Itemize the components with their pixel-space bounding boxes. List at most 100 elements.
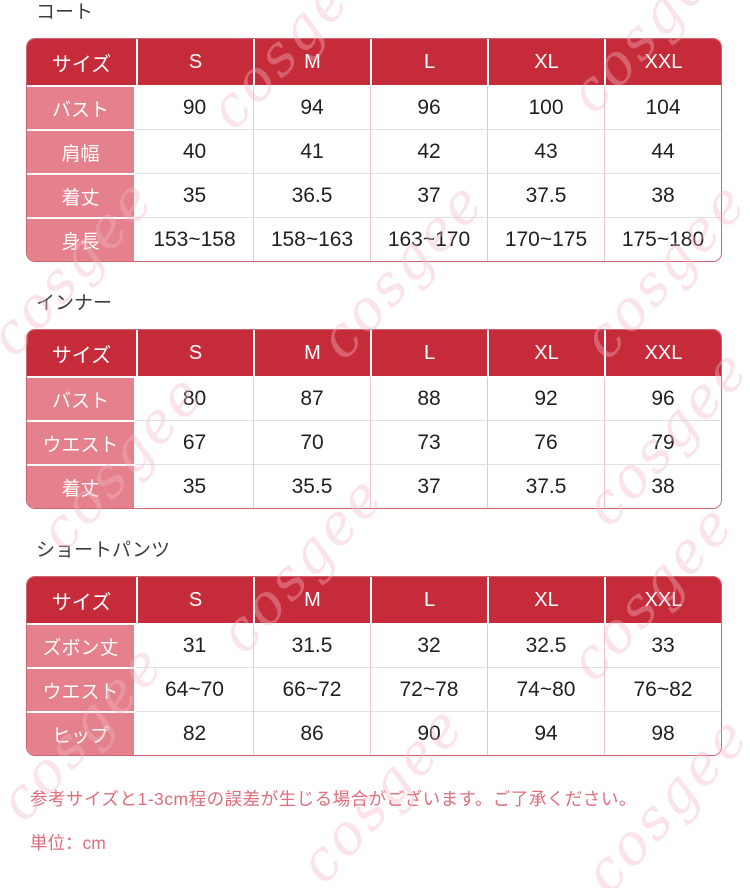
coat-size-table: サイズ S M L XL XXL バスト 90 94 96 100 104 肩幅 40 41 42 43 44 着… [27, 39, 721, 261]
row-label-cell: 着丈 [27, 173, 136, 217]
coat-size-table-header: サイズ S M L XL XXL [27, 39, 721, 85]
measurement-row: 着丈 35 35.5 37 37.5 38 [27, 464, 721, 508]
measurement-row: 着丈 35 36.5 37 37.5 38 [27, 173, 721, 217]
measurement-value-cell: 76 [487, 420, 604, 464]
measurement-row: 肩幅 40 41 42 43 44 [27, 129, 721, 173]
size-column-header-cell: L [370, 330, 487, 376]
section-short-pants: ショートパンツ サイズ S M L XL XXL ズボン丈 31 31.5 32 32.5 33 ウエ… [0, 539, 750, 756]
measurement-value-cell: 33 [604, 623, 721, 667]
measurement-value-cell: 44 [604, 129, 721, 173]
short-pants-size-table-body: ズボン丈 31 31.5 32 32.5 33 ウエスト 64~70 66~72 72~78 74~… [27, 623, 721, 755]
measurement-row: ヒップ 82 86 90 94 98 [27, 711, 721, 755]
inner-size-table: サイズ S M L XL XXL バスト 80 87 88 92 96 ウエスト 67 70 73 76 79 着… [27, 330, 721, 508]
size-column-header-cell: L [370, 39, 487, 85]
measurement-value-cell: 72~78 [370, 667, 487, 711]
measurement-value-cell: 94 [253, 85, 370, 129]
measurement-value-cell: 90 [370, 711, 487, 755]
measurement-value-cell: 32.5 [487, 623, 604, 667]
section-coat: コート サイズ S M L XL XXL バスト 90 94 96 100 104 肩幅 40 41 42 4… [0, 0, 750, 262]
unit-label: 単位：cm [30, 833, 106, 853]
size-column-header-cell: XXL [604, 577, 721, 623]
coat-size-table-body: バスト 90 94 96 100 104 肩幅 40 41 42 43 44 着丈 35 36.5 37 37.… [27, 85, 721, 261]
header-row: サイズ S M L XL XXL [27, 577, 721, 623]
measurement-row: 身長 153~158 158~163 163~170 170~175 175~180 [27, 217, 721, 261]
measurement-value-cell: 73 [370, 420, 487, 464]
size-column-header-cell: XL [487, 39, 604, 85]
measurement-value-cell: 37 [370, 173, 487, 217]
measurement-value-cell: 86 [253, 711, 370, 755]
header-row: サイズ S M L XL XXL [27, 330, 721, 376]
measurement-value-cell: 36.5 [253, 173, 370, 217]
header-row: サイズ S M L XL XXL [27, 39, 721, 85]
size-column-header-cell: XXL [604, 39, 721, 85]
measurement-row: ウエスト 64~70 66~72 72~78 74~80 76~82 [27, 667, 721, 711]
inner-size-table-wrap: サイズ S M L XL XXL バスト 80 87 88 92 96 ウエスト 67 70 73 76 79 着… [26, 329, 722, 509]
measurement-row: ズボン丈 31 31.5 32 32.5 33 [27, 623, 721, 667]
measurement-value-cell: 163~170 [370, 217, 487, 261]
measurement-value-cell: 32 [370, 623, 487, 667]
measurement-value-cell: 64~70 [136, 667, 253, 711]
size-column-header-cell: M [253, 39, 370, 85]
measurement-value-cell: 82 [136, 711, 253, 755]
size-label-header-cell: サイズ [27, 39, 136, 85]
measurement-value-cell: 96 [604, 376, 721, 420]
measurement-value-cell: 90 [136, 85, 253, 129]
size-column-header-cell: M [253, 577, 370, 623]
measurement-value-cell: 38 [604, 464, 721, 508]
size-column-header-cell: S [136, 39, 253, 85]
section-title-inner: インナー [36, 293, 113, 314]
coat-size-table-wrap: サイズ S M L XL XXL バスト 90 94 96 100 104 肩幅 40 41 42 43 44 着… [26, 38, 722, 262]
measurement-value-cell: 98 [604, 711, 721, 755]
short-pants-size-table-wrap: サイズ S M L XL XXL ズボン丈 31 31.5 32 32.5 33 ウエスト 64~70 6… [26, 576, 722, 756]
inner-size-table-header: サイズ S M L XL XXL [27, 330, 721, 376]
measurement-value-cell: 74~80 [487, 667, 604, 711]
measurement-row: バスト 90 94 96 100 104 [27, 85, 721, 129]
size-label-header-cell: サイズ [27, 330, 136, 376]
section-title-coat: コート [36, 2, 94, 23]
measurement-value-cell: 88 [370, 376, 487, 420]
row-label-cell: ウエスト [27, 420, 136, 464]
measurement-value-cell: 37.5 [487, 173, 604, 217]
measurement-value-cell: 70 [253, 420, 370, 464]
measurement-value-cell: 67 [136, 420, 253, 464]
row-label-cell: バスト [27, 376, 136, 420]
row-label-cell: 肩幅 [27, 129, 136, 173]
measurement-row: ウエスト 67 70 73 76 79 [27, 420, 721, 464]
size-column-header-cell: XXL [604, 330, 721, 376]
tolerance-note: 参考サイズと1-3cm程の誤差が生じる場合がございます。ご了承ください。 [30, 789, 637, 809]
measurement-value-cell: 38 [604, 173, 721, 217]
section-title-short-pants: ショートパンツ [36, 540, 170, 561]
size-column-header-cell: M [253, 330, 370, 376]
measurement-value-cell: 153~158 [136, 217, 253, 261]
measurement-value-cell: 37.5 [487, 464, 604, 508]
measurement-value-cell: 41 [253, 129, 370, 173]
measurement-value-cell: 92 [487, 376, 604, 420]
size-column-header-cell: S [136, 330, 253, 376]
row-label-cell: 着丈 [27, 464, 136, 508]
measurement-value-cell: 31 [136, 623, 253, 667]
measurement-row: バスト 80 87 88 92 96 [27, 376, 721, 420]
measurement-value-cell: 104 [604, 85, 721, 129]
measurement-value-cell: 158~163 [253, 217, 370, 261]
row-label-cell: ヒップ [27, 711, 136, 755]
measurement-value-cell: 43 [487, 129, 604, 173]
measurement-value-cell: 37 [370, 464, 487, 508]
row-label-cell: ウエスト [27, 667, 136, 711]
measurement-value-cell: 35 [136, 464, 253, 508]
short-pants-size-table: サイズ S M L XL XXL ズボン丈 31 31.5 32 32.5 33 ウエスト 64~70 6… [27, 577, 721, 755]
size-column-header-cell: L [370, 577, 487, 623]
measurement-value-cell: 80 [136, 376, 253, 420]
measurement-value-cell: 35 [136, 173, 253, 217]
measurement-value-cell: 96 [370, 85, 487, 129]
short-pants-size-table-header: サイズ S M L XL XXL [27, 577, 721, 623]
size-column-header-cell: XL [487, 330, 604, 376]
inner-size-table-body: バスト 80 87 88 92 96 ウエスト 67 70 73 76 79 着丈 35 35.5 37 37.… [27, 376, 721, 508]
measurement-value-cell: 87 [253, 376, 370, 420]
measurement-value-cell: 42 [370, 129, 487, 173]
size-label-header-cell: サイズ [27, 577, 136, 623]
measurement-value-cell: 100 [487, 85, 604, 129]
size-column-header-cell: S [136, 577, 253, 623]
measurement-value-cell: 66~72 [253, 667, 370, 711]
measurement-value-cell: 94 [487, 711, 604, 755]
